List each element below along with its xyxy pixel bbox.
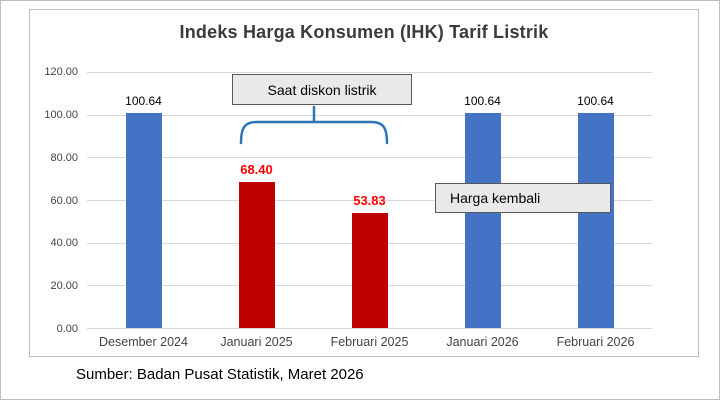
gridline bbox=[87, 72, 652, 73]
bar-value-label: 100.64 bbox=[464, 94, 501, 109]
annotation-harga-kembali-label: Harga kembali bbox=[450, 190, 541, 206]
bar-value-label: 100.64 bbox=[125, 94, 162, 109]
gridline bbox=[87, 328, 652, 329]
x-axis: Desember 2024 Januari 2025 Februari 2025 Ja… bbox=[87, 335, 652, 353]
y-axis-tick-label: 20.00 bbox=[50, 280, 78, 293]
y-axis: 120.00 100.00 80.00 60.00 40.00 20.00 0.00 bbox=[30, 66, 80, 335]
y-axis-tick-label: 100.00 bbox=[44, 108, 78, 121]
y-axis-tick-label: 40.00 bbox=[50, 237, 78, 250]
brace-bracket-icon bbox=[239, 105, 389, 145]
bar-value-label: 53.83 bbox=[353, 193, 386, 209]
gridline bbox=[87, 114, 652, 116]
bar-value-label: 100.64 bbox=[577, 94, 614, 109]
bar-februari-2026 bbox=[577, 113, 614, 328]
x-axis-category-label: Desember 2024 bbox=[99, 335, 188, 349]
bar-januari-2026 bbox=[464, 113, 501, 328]
plot-area: 100.64 68.40 53.83 100.64 100.64 bbox=[87, 72, 652, 329]
y-axis-tick-label: 60.00 bbox=[50, 194, 78, 207]
bar-februari-2025 bbox=[351, 213, 388, 328]
y-axis-tick-label: 120.00 bbox=[44, 66, 78, 78]
bar-desember-2024 bbox=[125, 113, 162, 328]
chart-title: Indeks Harga Konsumen (IHK) Tarif Listri… bbox=[179, 22, 549, 42]
x-axis-category-label: Februari 2026 bbox=[556, 335, 635, 349]
gridline bbox=[87, 157, 652, 159]
bar-januari-2025 bbox=[238, 182, 275, 328]
brace-arc bbox=[239, 120, 389, 145]
chart-frame: Indeks Harga Konsumen (IHK) Tarif Listri… bbox=[29, 9, 699, 357]
y-axis-tick-label: 0.00 bbox=[56, 323, 78, 335]
x-axis-category-label: Februari 2025 bbox=[330, 335, 409, 349]
annotation-harga-kembali-box: Harga kembali bbox=[435, 183, 611, 213]
source-caption: Sumber: Badan Pusat Statistik, Maret 202… bbox=[76, 366, 364, 383]
x-axis-category-label: Januari 2025 bbox=[220, 335, 293, 349]
x-axis-category-label: Januari 2026 bbox=[446, 335, 519, 349]
gridline bbox=[87, 200, 652, 201]
annotation-saat-diskon-box: Saat diskon listrik bbox=[232, 74, 412, 105]
y-axis-tick-label: 80.00 bbox=[50, 151, 78, 164]
annotation-saat-diskon-label: Saat diskon listrik bbox=[267, 81, 377, 98]
bar-value-label: 68.40 bbox=[240, 162, 273, 178]
